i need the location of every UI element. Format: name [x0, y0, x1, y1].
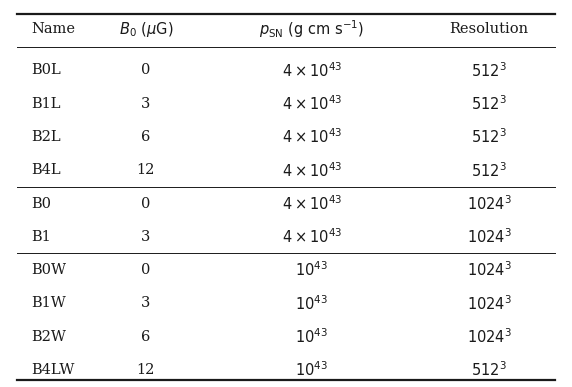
Text: $4 \times 10^{43}$: $4 \times 10^{43}$ [281, 128, 342, 146]
Text: $4 \times 10^{43}$: $4 \times 10^{43}$ [281, 94, 342, 113]
Text: 0: 0 [141, 63, 150, 77]
Text: $10^{43}$: $10^{43}$ [295, 327, 328, 346]
Text: $1024^3$: $1024^3$ [467, 194, 511, 213]
Text: $4 \times 10^{43}$: $4 \times 10^{43}$ [281, 61, 342, 80]
Text: $4 \times 10^{43}$: $4 \times 10^{43}$ [281, 228, 342, 246]
Text: 0: 0 [141, 263, 150, 277]
Text: B0L: B0L [31, 63, 61, 77]
Text: $p_{\mathrm{SN}}\ \mathrm{(g\ cm\ s^{-1})}$: $p_{\mathrm{SN}}\ \mathrm{(g\ cm\ s^{-1}… [259, 18, 364, 40]
Text: $B_0\ (\mu\mathrm{G})$: $B_0\ (\mu\mathrm{G})$ [118, 19, 173, 39]
Text: B1W: B1W [31, 296, 66, 310]
Text: B4L: B4L [31, 163, 61, 177]
Text: Name: Name [31, 22, 76, 36]
Text: 12: 12 [137, 163, 155, 177]
Text: B2W: B2W [31, 330, 66, 344]
Text: $512^3$: $512^3$ [471, 161, 507, 180]
Text: 12: 12 [137, 363, 155, 377]
Text: $4 \times 10^{43}$: $4 \times 10^{43}$ [281, 161, 342, 180]
Text: B1L: B1L [31, 97, 61, 111]
Text: 3: 3 [141, 230, 150, 244]
Text: 6: 6 [141, 330, 150, 344]
Text: B0: B0 [31, 197, 51, 211]
Text: $1024^3$: $1024^3$ [467, 261, 511, 279]
Text: 3: 3 [141, 296, 150, 310]
Text: 6: 6 [141, 130, 150, 144]
Text: $512^3$: $512^3$ [471, 61, 507, 80]
Text: B1: B1 [31, 230, 51, 244]
Text: B4LW: B4LW [31, 363, 75, 377]
Text: $10^{43}$: $10^{43}$ [295, 361, 328, 379]
Text: Resolution: Resolution [450, 22, 529, 36]
Text: B2L: B2L [31, 130, 61, 144]
Text: $1024^3$: $1024^3$ [467, 228, 511, 246]
Text: $4 \times 10^{43}$: $4 \times 10^{43}$ [281, 194, 342, 213]
Text: B0W: B0W [31, 263, 66, 277]
Text: $10^{43}$: $10^{43}$ [295, 261, 328, 279]
Text: 0: 0 [141, 197, 150, 211]
Text: $512^3$: $512^3$ [471, 94, 507, 113]
Text: $1024^3$: $1024^3$ [467, 294, 511, 313]
Text: $512^3$: $512^3$ [471, 361, 507, 379]
Text: $10^{43}$: $10^{43}$ [295, 294, 328, 313]
Text: 3: 3 [141, 97, 150, 111]
Text: $512^3$: $512^3$ [471, 128, 507, 146]
Text: $1024^3$: $1024^3$ [467, 327, 511, 346]
